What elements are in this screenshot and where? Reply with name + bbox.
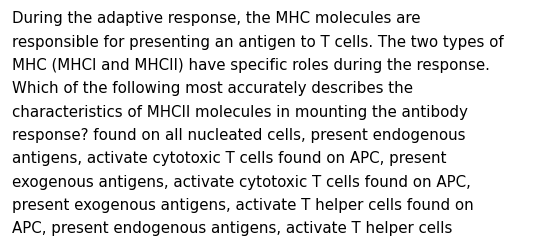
Text: Which of the following most accurately describes the: Which of the following most accurately d… <box>12 81 413 96</box>
Text: antigens, activate cytotoxic T cells found on APC, present: antigens, activate cytotoxic T cells fou… <box>12 151 447 166</box>
Text: response? found on all nucleated cells, present endogenous: response? found on all nucleated cells, … <box>12 128 466 142</box>
Text: characteristics of MHCII molecules in mounting the antibody: characteristics of MHCII molecules in mo… <box>12 104 468 119</box>
Text: MHC (MHCI and MHCII) have specific roles during the response.: MHC (MHCI and MHCII) have specific roles… <box>12 58 490 73</box>
Text: present exogenous antigens, activate T helper cells found on: present exogenous antigens, activate T h… <box>12 197 474 212</box>
Text: responsible for presenting an antigen to T cells. The two types of: responsible for presenting an antigen to… <box>12 34 504 50</box>
Text: During the adaptive response, the MHC molecules are: During the adaptive response, the MHC mo… <box>12 11 421 26</box>
Text: exogenous antigens, activate cytotoxic T cells found on APC,: exogenous antigens, activate cytotoxic T… <box>12 174 471 189</box>
Text: APC, present endogenous antigens, activate T helper cells: APC, present endogenous antigens, activa… <box>12 220 453 236</box>
